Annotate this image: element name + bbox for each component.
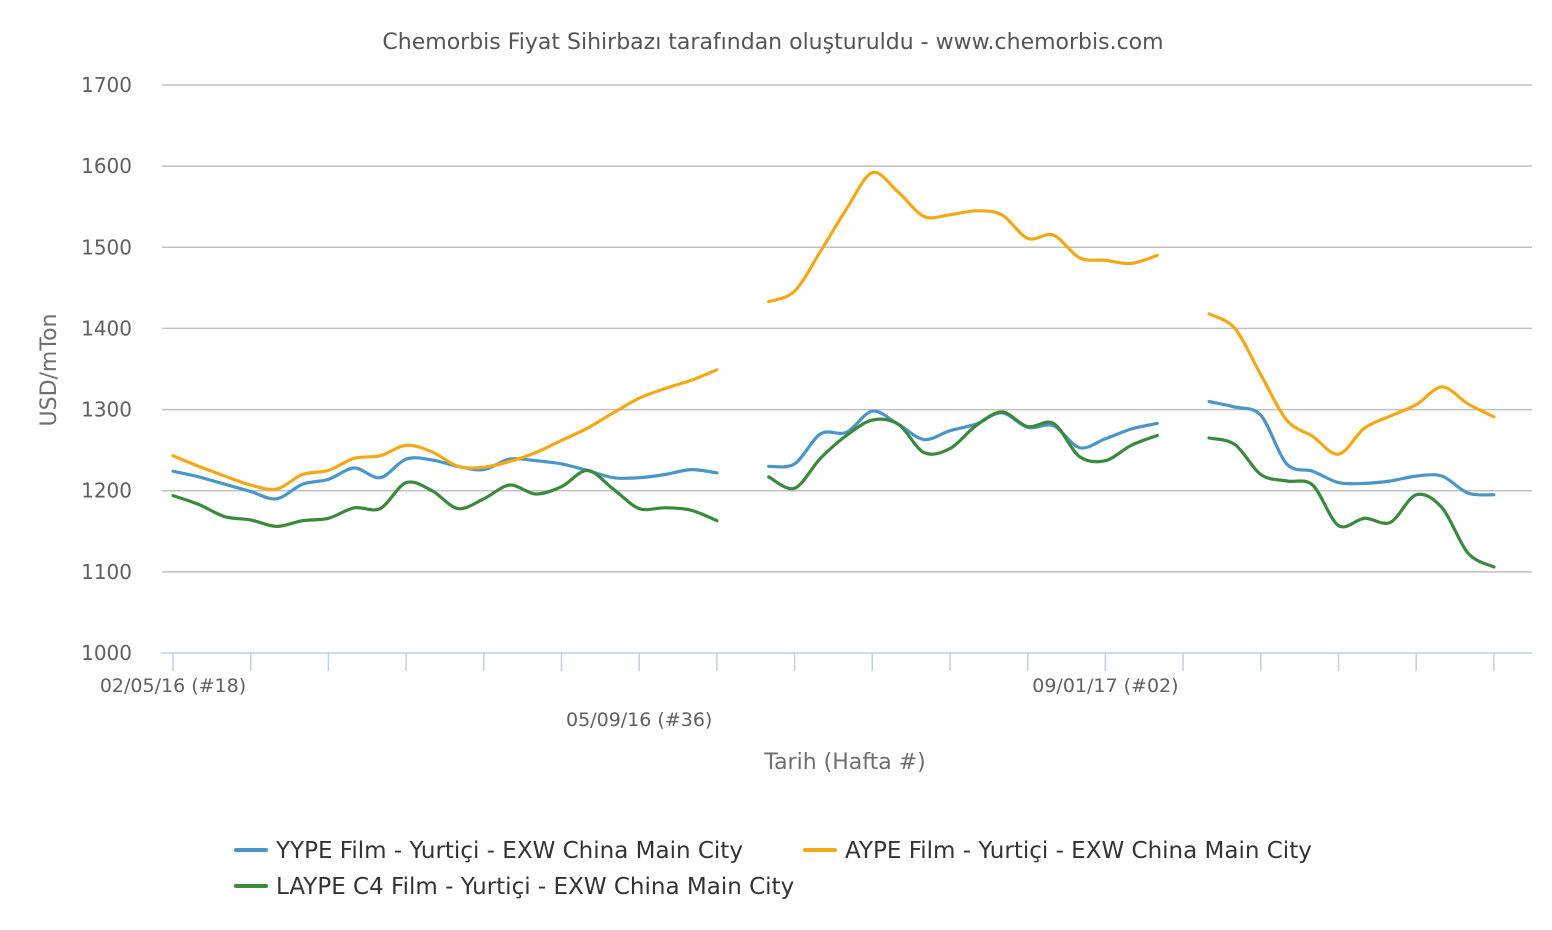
y-tick-label: 1100 [81,560,132,584]
series-line-1-segment-1 [171,456,719,501]
x-axis-title: Tarih (Hafta #) [763,750,925,775]
y-tick-label: 1300 [81,398,132,422]
y-tick-label: 1500 [81,235,132,259]
legend-item-2[interactable]: AYPE Film - Yurtiçi - EXW China Main Cit… [803,838,1312,864]
series-line-3-segment-2 [767,410,1159,491]
series-line-2-segment-2 [767,170,1159,304]
series-lines [171,170,1496,569]
legend-label: YYPE Film - Yurtiçi - EXW China Main Cit… [275,838,743,864]
y-axis-title: USD/mTon [37,314,62,427]
x-tick-label: 02/05/16 (#18) [100,675,246,697]
series-line-3-segment-3 [1207,436,1496,569]
y-tick-label: 1400 [81,316,132,340]
x-tick-label: 05/09/16 (#36) [566,709,712,731]
y-axis-ticks: 1700 1600 1500 1400 1300 1200 1100 1000 [81,73,132,665]
legend-item-3[interactable]: LAYPE C4 Film - Yurtiçi - EXW China Main… [234,874,794,900]
series-line-2-segment-3 [1207,312,1496,456]
grid-lines [162,84,1532,573]
series-line-1-segment-2 [767,409,1159,469]
y-tick-label: 1600 [81,154,132,178]
y-tick-label: 1200 [81,479,132,503]
x-tick-label: 09/01/17 (#02) [1032,675,1178,697]
legend-label: LAYPE C4 Film - Yurtiçi - EXW China Main… [276,874,794,900]
legend-item-1[interactable]: YYPE Film - Yurtiçi - EXW China Main Cit… [234,838,743,864]
chart-title: Chemorbis Fiyat Sihirbazı tarafından olu… [382,30,1163,55]
y-tick-label: 1000 [81,641,132,665]
y-tick-label: 1700 [81,73,132,97]
x-axis-ticks: 02/05/16 (#18) 05/09/16 (#36) 09/01/17 (#0… [100,653,1495,731]
series-line-3-segment-1 [171,468,719,529]
legend: YYPE Film - Yurtiçi - EXW China Main Cit… [234,838,1312,900]
series-line-1-segment-3 [1207,399,1496,497]
legend-label: AYPE Film - Yurtiçi - EXW China Main Cit… [845,838,1312,864]
series-line-2-segment-1 [171,368,719,492]
